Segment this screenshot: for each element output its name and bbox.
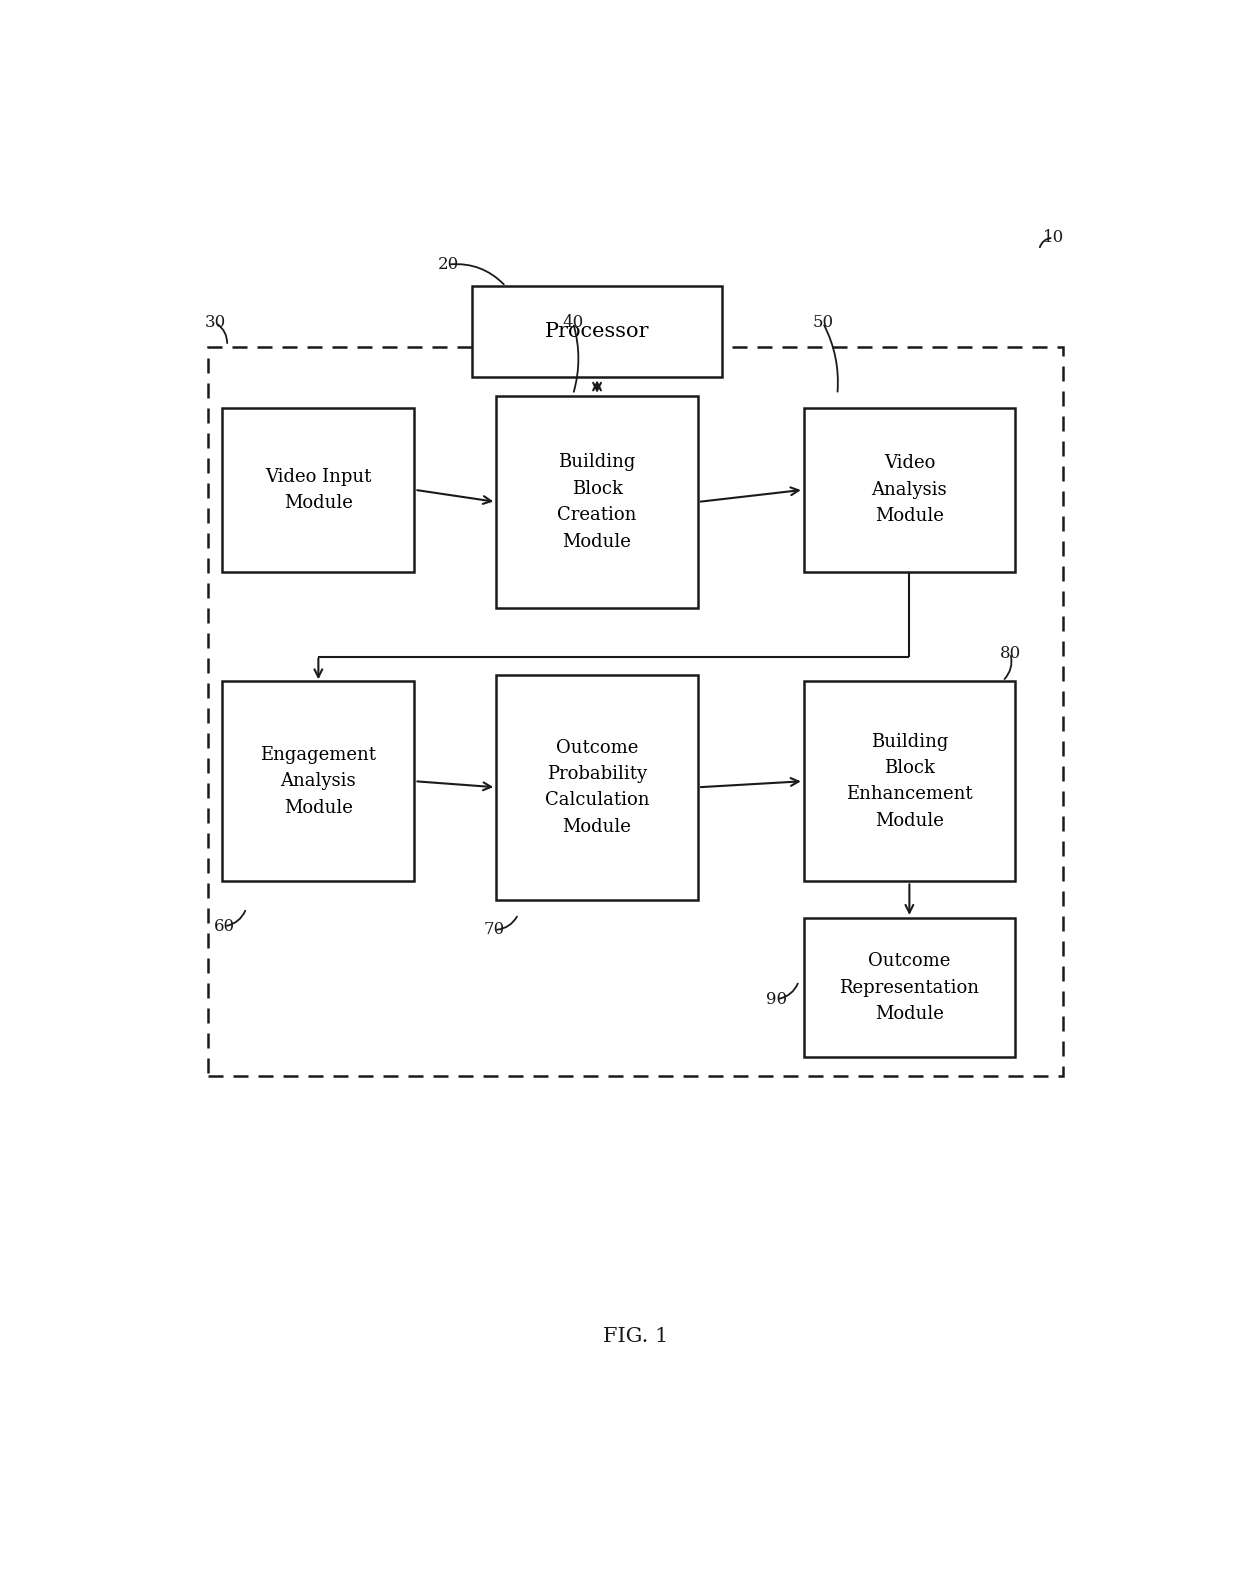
- Text: Processor: Processor: [544, 322, 650, 341]
- Text: Outcome
Representation
Module: Outcome Representation Module: [839, 953, 980, 1023]
- Bar: [804, 681, 1016, 882]
- Text: 40: 40: [563, 314, 584, 331]
- Bar: [472, 287, 722, 377]
- Bar: [496, 675, 698, 899]
- Bar: [208, 347, 1063, 1076]
- Text: Video Input
Module: Video Input Module: [265, 467, 372, 513]
- Text: FIG. 1: FIG. 1: [603, 1328, 668, 1347]
- Text: 90: 90: [766, 990, 787, 1008]
- Text: 60: 60: [213, 918, 234, 935]
- Bar: [496, 396, 698, 609]
- Text: Building
Block
Creation
Module: Building Block Creation Module: [557, 453, 637, 550]
- Text: 70: 70: [484, 921, 505, 938]
- Text: 30: 30: [205, 314, 226, 331]
- Bar: [222, 408, 414, 572]
- Bar: [804, 918, 1016, 1058]
- Text: 20: 20: [438, 255, 459, 273]
- Text: Video
Analysis
Module: Video Analysis Module: [872, 454, 947, 525]
- Text: 80: 80: [999, 645, 1021, 662]
- Bar: [222, 681, 414, 882]
- Text: 50: 50: [812, 314, 833, 331]
- Text: Engagement
Analysis
Module: Engagement Analysis Module: [260, 746, 377, 817]
- Bar: [804, 408, 1016, 572]
- Text: Building
Block
Enhancement
Module: Building Block Enhancement Module: [846, 733, 972, 830]
- Text: Outcome
Probability
Calculation
Module: Outcome Probability Calculation Module: [544, 738, 650, 836]
- Text: 10: 10: [1043, 229, 1064, 246]
